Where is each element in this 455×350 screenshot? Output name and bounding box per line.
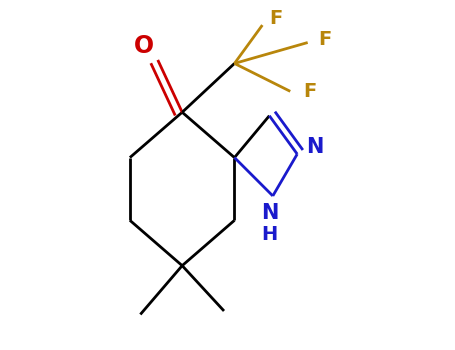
- Text: N: N: [261, 203, 278, 223]
- Text: F: F: [318, 29, 332, 49]
- Text: F: F: [303, 82, 316, 101]
- Text: H: H: [261, 225, 278, 244]
- Text: O: O: [134, 34, 154, 58]
- Text: N: N: [306, 137, 324, 157]
- Text: F: F: [270, 9, 283, 28]
